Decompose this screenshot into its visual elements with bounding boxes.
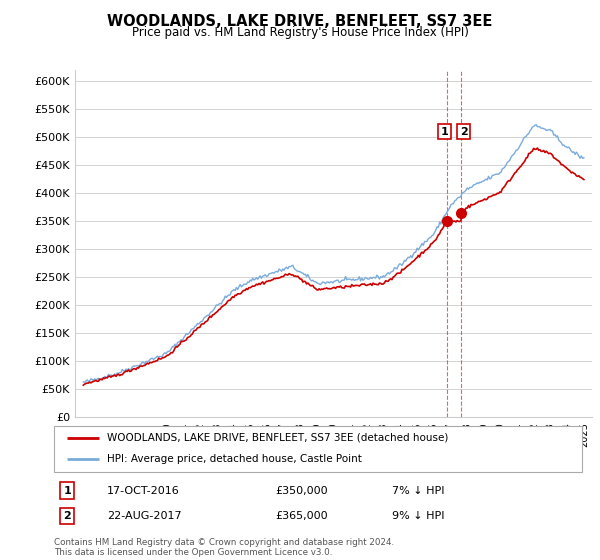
Text: 1: 1 (64, 486, 71, 496)
FancyBboxPatch shape (54, 426, 582, 472)
Text: 2: 2 (64, 511, 71, 521)
Text: Price paid vs. HM Land Registry's House Price Index (HPI): Price paid vs. HM Land Registry's House … (131, 26, 469, 39)
Text: £350,000: £350,000 (276, 486, 328, 496)
Text: 7% ↓ HPI: 7% ↓ HPI (392, 486, 445, 496)
Text: WOODLANDS, LAKE DRIVE, BENFLEET, SS7 3EE (detached house): WOODLANDS, LAKE DRIVE, BENFLEET, SS7 3EE… (107, 433, 448, 443)
Text: 22-AUG-2017: 22-AUG-2017 (107, 511, 181, 521)
Text: 17-OCT-2016: 17-OCT-2016 (107, 486, 179, 496)
Text: Contains HM Land Registry data © Crown copyright and database right 2024.
This d: Contains HM Land Registry data © Crown c… (54, 538, 394, 557)
Text: HPI: Average price, detached house, Castle Point: HPI: Average price, detached house, Cast… (107, 454, 362, 464)
Text: WOODLANDS, LAKE DRIVE, BENFLEET, SS7 3EE: WOODLANDS, LAKE DRIVE, BENFLEET, SS7 3EE (107, 14, 493, 29)
Text: 9% ↓ HPI: 9% ↓ HPI (392, 511, 445, 521)
Text: 1: 1 (440, 127, 448, 137)
Text: 2: 2 (460, 127, 467, 137)
Text: £365,000: £365,000 (276, 511, 328, 521)
